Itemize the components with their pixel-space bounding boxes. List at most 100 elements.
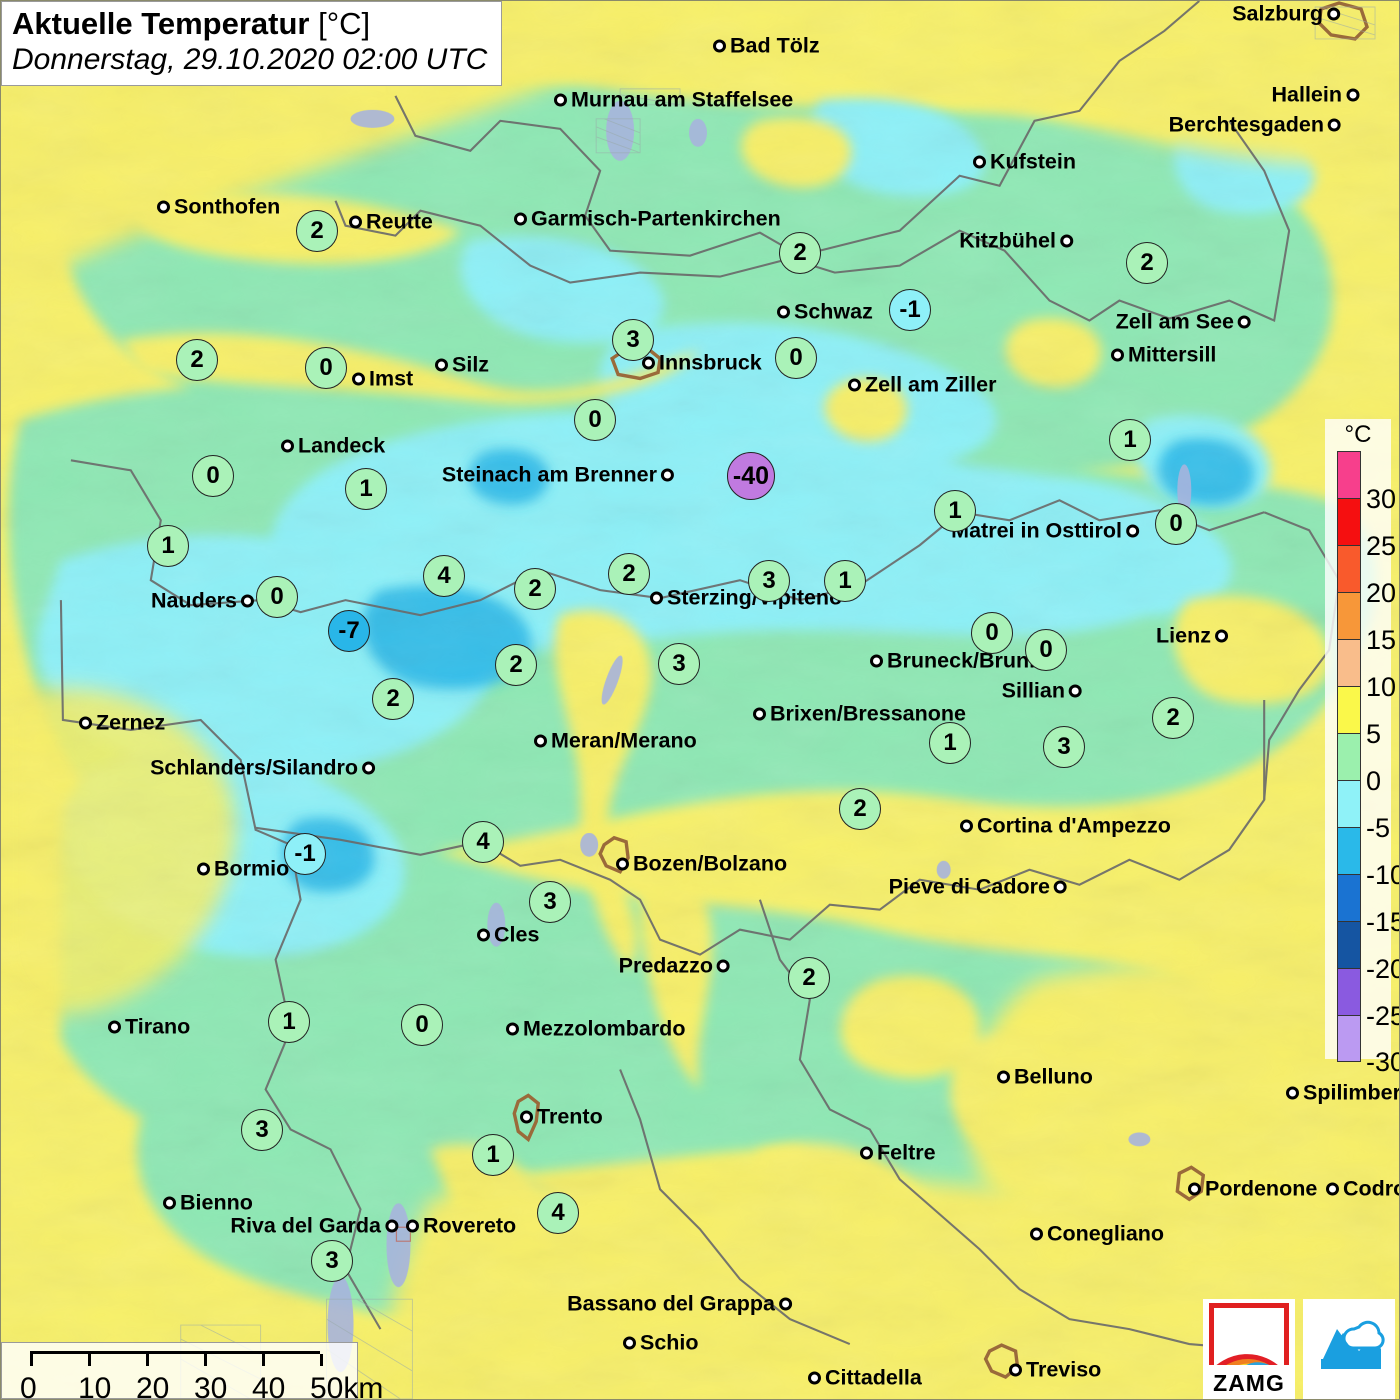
city-label[interactable]: Belluno	[997, 1065, 1093, 1090]
city-label[interactable]: Nauders	[151, 589, 254, 614]
city-label[interactable]: Salzburg	[1232, 2, 1340, 27]
station-temperature-marker[interactable]: 4	[423, 555, 465, 597]
city-label[interactable]: Pieve di Cadore	[889, 875, 1067, 900]
station-temperature-marker[interactable]: 2	[296, 210, 338, 252]
city-marker-icon	[406, 1219, 419, 1233]
city-marker-icon	[108, 1020, 121, 1034]
city-label[interactable]: Landeck	[281, 434, 385, 459]
station-temperature-marker[interactable]: 2	[495, 644, 537, 686]
station-temperature-marker[interactable]: 1	[934, 490, 976, 532]
city-label[interactable]: Silz	[435, 353, 489, 378]
station-temperature-marker[interactable]: 3	[311, 1240, 353, 1282]
city-label[interactable]: Schwaz	[777, 300, 873, 325]
station-temperature-marker[interactable]: 0	[256, 576, 298, 618]
city-label[interactable]: Pordenone	[1188, 1177, 1317, 1202]
zamg-logo[interactable]: ZAMG	[1203, 1299, 1295, 1399]
city-label[interactable]: Innsbruck	[642, 351, 762, 376]
station-temperature-marker[interactable]: 2	[514, 568, 556, 610]
city-label[interactable]: Riva del Garda	[230, 1214, 398, 1239]
station-temperature-marker[interactable]: 1	[147, 525, 189, 567]
station-temperature-marker[interactable]: 0	[775, 337, 817, 379]
map-title-box: Aktuelle Temperatur [°C] Donnerstag, 29.…	[1, 1, 503, 87]
city-label[interactable]: Zernez	[79, 711, 165, 736]
city-label[interactable]: Garmisch-Partenkirchen	[514, 207, 781, 232]
station-temperature-marker[interactable]: 2	[779, 232, 821, 274]
station-temperature-marker[interactable]: 3	[612, 319, 654, 361]
city-label[interactable]: Matrei in Osttirol	[951, 519, 1139, 544]
station-temperature-marker[interactable]: 1	[472, 1134, 514, 1176]
station-temperature-marker[interactable]: 1	[929, 722, 971, 764]
city-label[interactable]: Steinach am Brenner	[442, 463, 674, 488]
city-label[interactable]: Bassano del Grappa	[567, 1292, 792, 1317]
city-label[interactable]: Berchtesgaden	[1169, 113, 1341, 138]
city-label[interactable]: Kufstein	[973, 150, 1076, 175]
mountain-cloud-icon	[1321, 1320, 1385, 1369]
station-temperature-marker[interactable]: 3	[241, 1109, 283, 1151]
city-label[interactable]: Sillian	[1002, 679, 1082, 704]
city-label[interactable]: Zell am Ziller	[848, 373, 996, 398]
city-label[interactable]: Mittersill	[1111, 343, 1216, 368]
station-temperature-marker[interactable]: 0	[192, 455, 234, 497]
city-name-text: Landeck	[298, 433, 386, 458]
station-temperature-marker[interactable]: 0	[305, 347, 347, 389]
station-temperature-marker[interactable]: 2	[1152, 697, 1194, 739]
station-temperature-marker[interactable]: 1	[1109, 419, 1151, 461]
station-temperature-marker[interactable]: 2	[176, 339, 218, 381]
station-temperature-marker[interactable]: -7	[328, 610, 370, 652]
city-label[interactable]: Brixen/Bressanone	[753, 702, 966, 727]
city-label[interactable]: Conegliano	[1030, 1222, 1164, 1247]
station-temperature-marker[interactable]: 0	[971, 612, 1013, 654]
city-label[interactable]: Spilimbergo	[1286, 1081, 1399, 1106]
city-label[interactable]: Bad Tölz	[713, 34, 820, 59]
geosphere-logo[interactable]	[1303, 1299, 1395, 1399]
city-label[interactable]: Cortina d'Ampezzo	[960, 814, 1171, 839]
city-label[interactable]: Schio	[623, 1331, 699, 1356]
station-temperature-marker[interactable]: 3	[529, 881, 571, 923]
city-label[interactable]: Lienz	[1156, 624, 1228, 649]
station-temperature-marker[interactable]: 4	[462, 821, 504, 863]
city-label[interactable]: Imst	[352, 367, 413, 392]
station-temperature-marker[interactable]: 2	[608, 553, 650, 595]
city-label[interactable]: Reutte	[349, 210, 433, 235]
city-label[interactable]: Mezzolombardo	[506, 1017, 685, 1042]
station-temperature-marker[interactable]: 3	[748, 560, 790, 602]
station-temperature-marker[interactable]: 0	[574, 399, 616, 441]
station-temperature-marker[interactable]: 1	[824, 560, 866, 602]
station-temperature-marker[interactable]: 1	[345, 468, 387, 510]
city-label[interactable]: Schlanders/Silandro	[150, 756, 375, 781]
station-temperature-marker[interactable]: 1	[268, 1001, 310, 1043]
city-label[interactable]: Bozen/Bolzano	[616, 852, 787, 877]
city-label[interactable]: Hallein	[1272, 83, 1359, 108]
city-label[interactable]: Sterzing/Vipiteno	[650, 586, 842, 611]
city-label[interactable]: Treviso	[1009, 1358, 1101, 1383]
city-label[interactable]: Rovereto	[406, 1214, 516, 1239]
city-label[interactable]: Kitzbühel	[959, 229, 1073, 254]
station-temperature-marker[interactable]: 4	[537, 1192, 579, 1234]
city-label[interactable]: Zell am See	[1116, 310, 1251, 335]
city-label[interactable]: Bienno	[163, 1191, 253, 1216]
city-label[interactable]: Cles	[477, 923, 539, 948]
city-label[interactable]: Trento	[520, 1105, 603, 1130]
station-temperature-marker[interactable]: 3	[658, 643, 700, 685]
city-label[interactable]: Meran/Merano	[534, 729, 697, 754]
city-label[interactable]: Tirano	[108, 1015, 190, 1040]
station-temperature-marker[interactable]: 0	[1155, 503, 1197, 545]
city-label[interactable]: Codroipo	[1326, 1177, 1399, 1202]
station-temperature-marker[interactable]: 2	[839, 788, 881, 830]
city-label[interactable]: Murnau am Staffelsee	[554, 88, 793, 113]
city-label[interactable]: Cittadella	[808, 1366, 922, 1391]
station-temperature-marker[interactable]: 2	[1126, 242, 1168, 284]
station-temperature-marker[interactable]: 0	[401, 1004, 443, 1046]
city-label[interactable]: Sonthofen	[157, 195, 280, 220]
station-temperature-marker[interactable]: 0	[1025, 629, 1067, 671]
station-temperature-marker[interactable]: -1	[889, 289, 931, 331]
station-temperature-marker[interactable]: -40	[727, 452, 775, 500]
city-label[interactable]: Bormio	[197, 857, 289, 882]
station-temperature-marker[interactable]: 2	[372, 678, 414, 720]
station-temperature-marker[interactable]: -1	[284, 833, 326, 875]
station-temperature-marker[interactable]: 3	[1043, 726, 1085, 768]
station-temperature-marker[interactable]: 2	[788, 957, 830, 999]
city-label[interactable]: Feltre	[860, 1141, 936, 1166]
city-label[interactable]: Predazzo	[619, 954, 730, 979]
